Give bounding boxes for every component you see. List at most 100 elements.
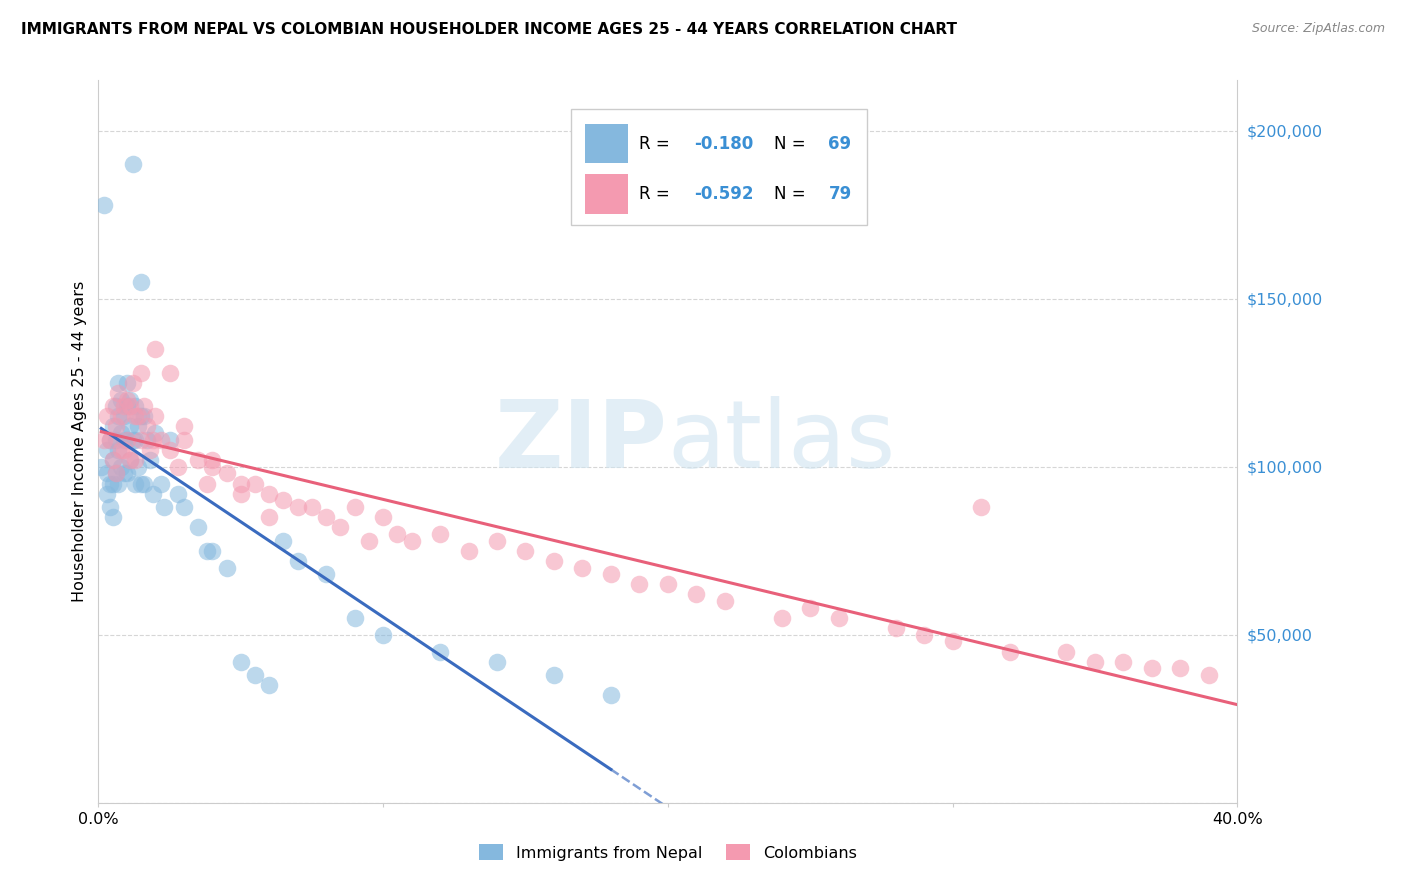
Point xyxy=(167,459,190,474)
Point xyxy=(187,520,209,534)
Point xyxy=(145,426,167,441)
Point xyxy=(107,385,129,400)
Point xyxy=(287,500,309,514)
Point xyxy=(104,467,127,481)
Point xyxy=(141,433,163,447)
Point xyxy=(115,433,138,447)
Point xyxy=(373,510,395,524)
Point xyxy=(159,366,181,380)
Point xyxy=(110,459,132,474)
Point xyxy=(98,476,121,491)
Point xyxy=(195,543,218,558)
Point xyxy=(101,399,124,413)
Point xyxy=(1198,668,1220,682)
Point xyxy=(107,476,129,491)
Point xyxy=(429,644,451,658)
Point xyxy=(121,157,143,171)
Point xyxy=(118,453,141,467)
Text: ZIP: ZIP xyxy=(495,395,668,488)
Point xyxy=(101,453,124,467)
Point xyxy=(107,376,129,390)
Point xyxy=(104,419,127,434)
Point xyxy=(124,433,146,447)
Point xyxy=(101,476,124,491)
Point xyxy=(145,409,167,424)
Text: 69: 69 xyxy=(828,135,852,153)
Point xyxy=(112,409,135,424)
Point xyxy=(215,560,238,574)
Point xyxy=(429,527,451,541)
Point xyxy=(141,486,163,500)
Point xyxy=(112,433,135,447)
Point xyxy=(357,533,380,548)
Point xyxy=(121,433,143,447)
Point xyxy=(104,433,127,447)
Point xyxy=(1112,655,1135,669)
Point xyxy=(912,628,935,642)
Point xyxy=(543,554,565,568)
Point xyxy=(101,453,124,467)
Point xyxy=(107,409,129,424)
Point xyxy=(159,442,181,457)
Point xyxy=(229,486,252,500)
Point xyxy=(187,453,209,467)
Point xyxy=(243,476,266,491)
Point xyxy=(93,197,115,211)
Point xyxy=(215,467,238,481)
FancyBboxPatch shape xyxy=(585,124,628,163)
Point xyxy=(127,419,149,434)
Point xyxy=(259,486,281,500)
Point xyxy=(201,543,224,558)
Point xyxy=(110,409,132,424)
Point xyxy=(115,467,138,481)
Point xyxy=(942,634,965,648)
Point xyxy=(150,433,173,447)
Point xyxy=(132,476,155,491)
Text: N =: N = xyxy=(773,186,811,203)
Point xyxy=(685,587,707,601)
Point xyxy=(770,611,793,625)
Point xyxy=(96,442,118,457)
Point xyxy=(998,644,1021,658)
Text: R =: R = xyxy=(640,186,675,203)
Point xyxy=(195,476,218,491)
Point xyxy=(259,678,281,692)
Point xyxy=(159,433,181,447)
Point xyxy=(970,500,993,514)
Point xyxy=(315,567,337,582)
Point xyxy=(127,459,149,474)
Point xyxy=(118,392,141,407)
Point xyxy=(486,533,509,548)
Point xyxy=(657,577,679,591)
Point xyxy=(129,476,152,491)
Point xyxy=(112,399,135,413)
Point xyxy=(150,476,173,491)
Point xyxy=(138,442,160,457)
Point xyxy=(124,399,146,413)
Point xyxy=(132,409,155,424)
Point xyxy=(101,419,124,434)
Point xyxy=(145,342,167,356)
FancyBboxPatch shape xyxy=(571,109,868,225)
Point xyxy=(259,510,281,524)
Point xyxy=(287,554,309,568)
Point xyxy=(96,486,118,500)
Point xyxy=(173,419,195,434)
Point xyxy=(135,433,157,447)
Point xyxy=(486,655,509,669)
Point xyxy=(96,409,118,424)
Point xyxy=(124,409,146,424)
Point xyxy=(118,399,141,413)
Point xyxy=(129,366,152,380)
Text: R =: R = xyxy=(640,135,675,153)
Point xyxy=(343,500,366,514)
Point xyxy=(93,433,115,447)
Point xyxy=(127,409,149,424)
Point xyxy=(129,433,152,447)
Point xyxy=(714,594,737,608)
Point xyxy=(315,510,337,524)
Point xyxy=(600,688,623,702)
Point xyxy=(110,442,132,457)
Point xyxy=(173,500,195,514)
Point xyxy=(90,459,112,474)
